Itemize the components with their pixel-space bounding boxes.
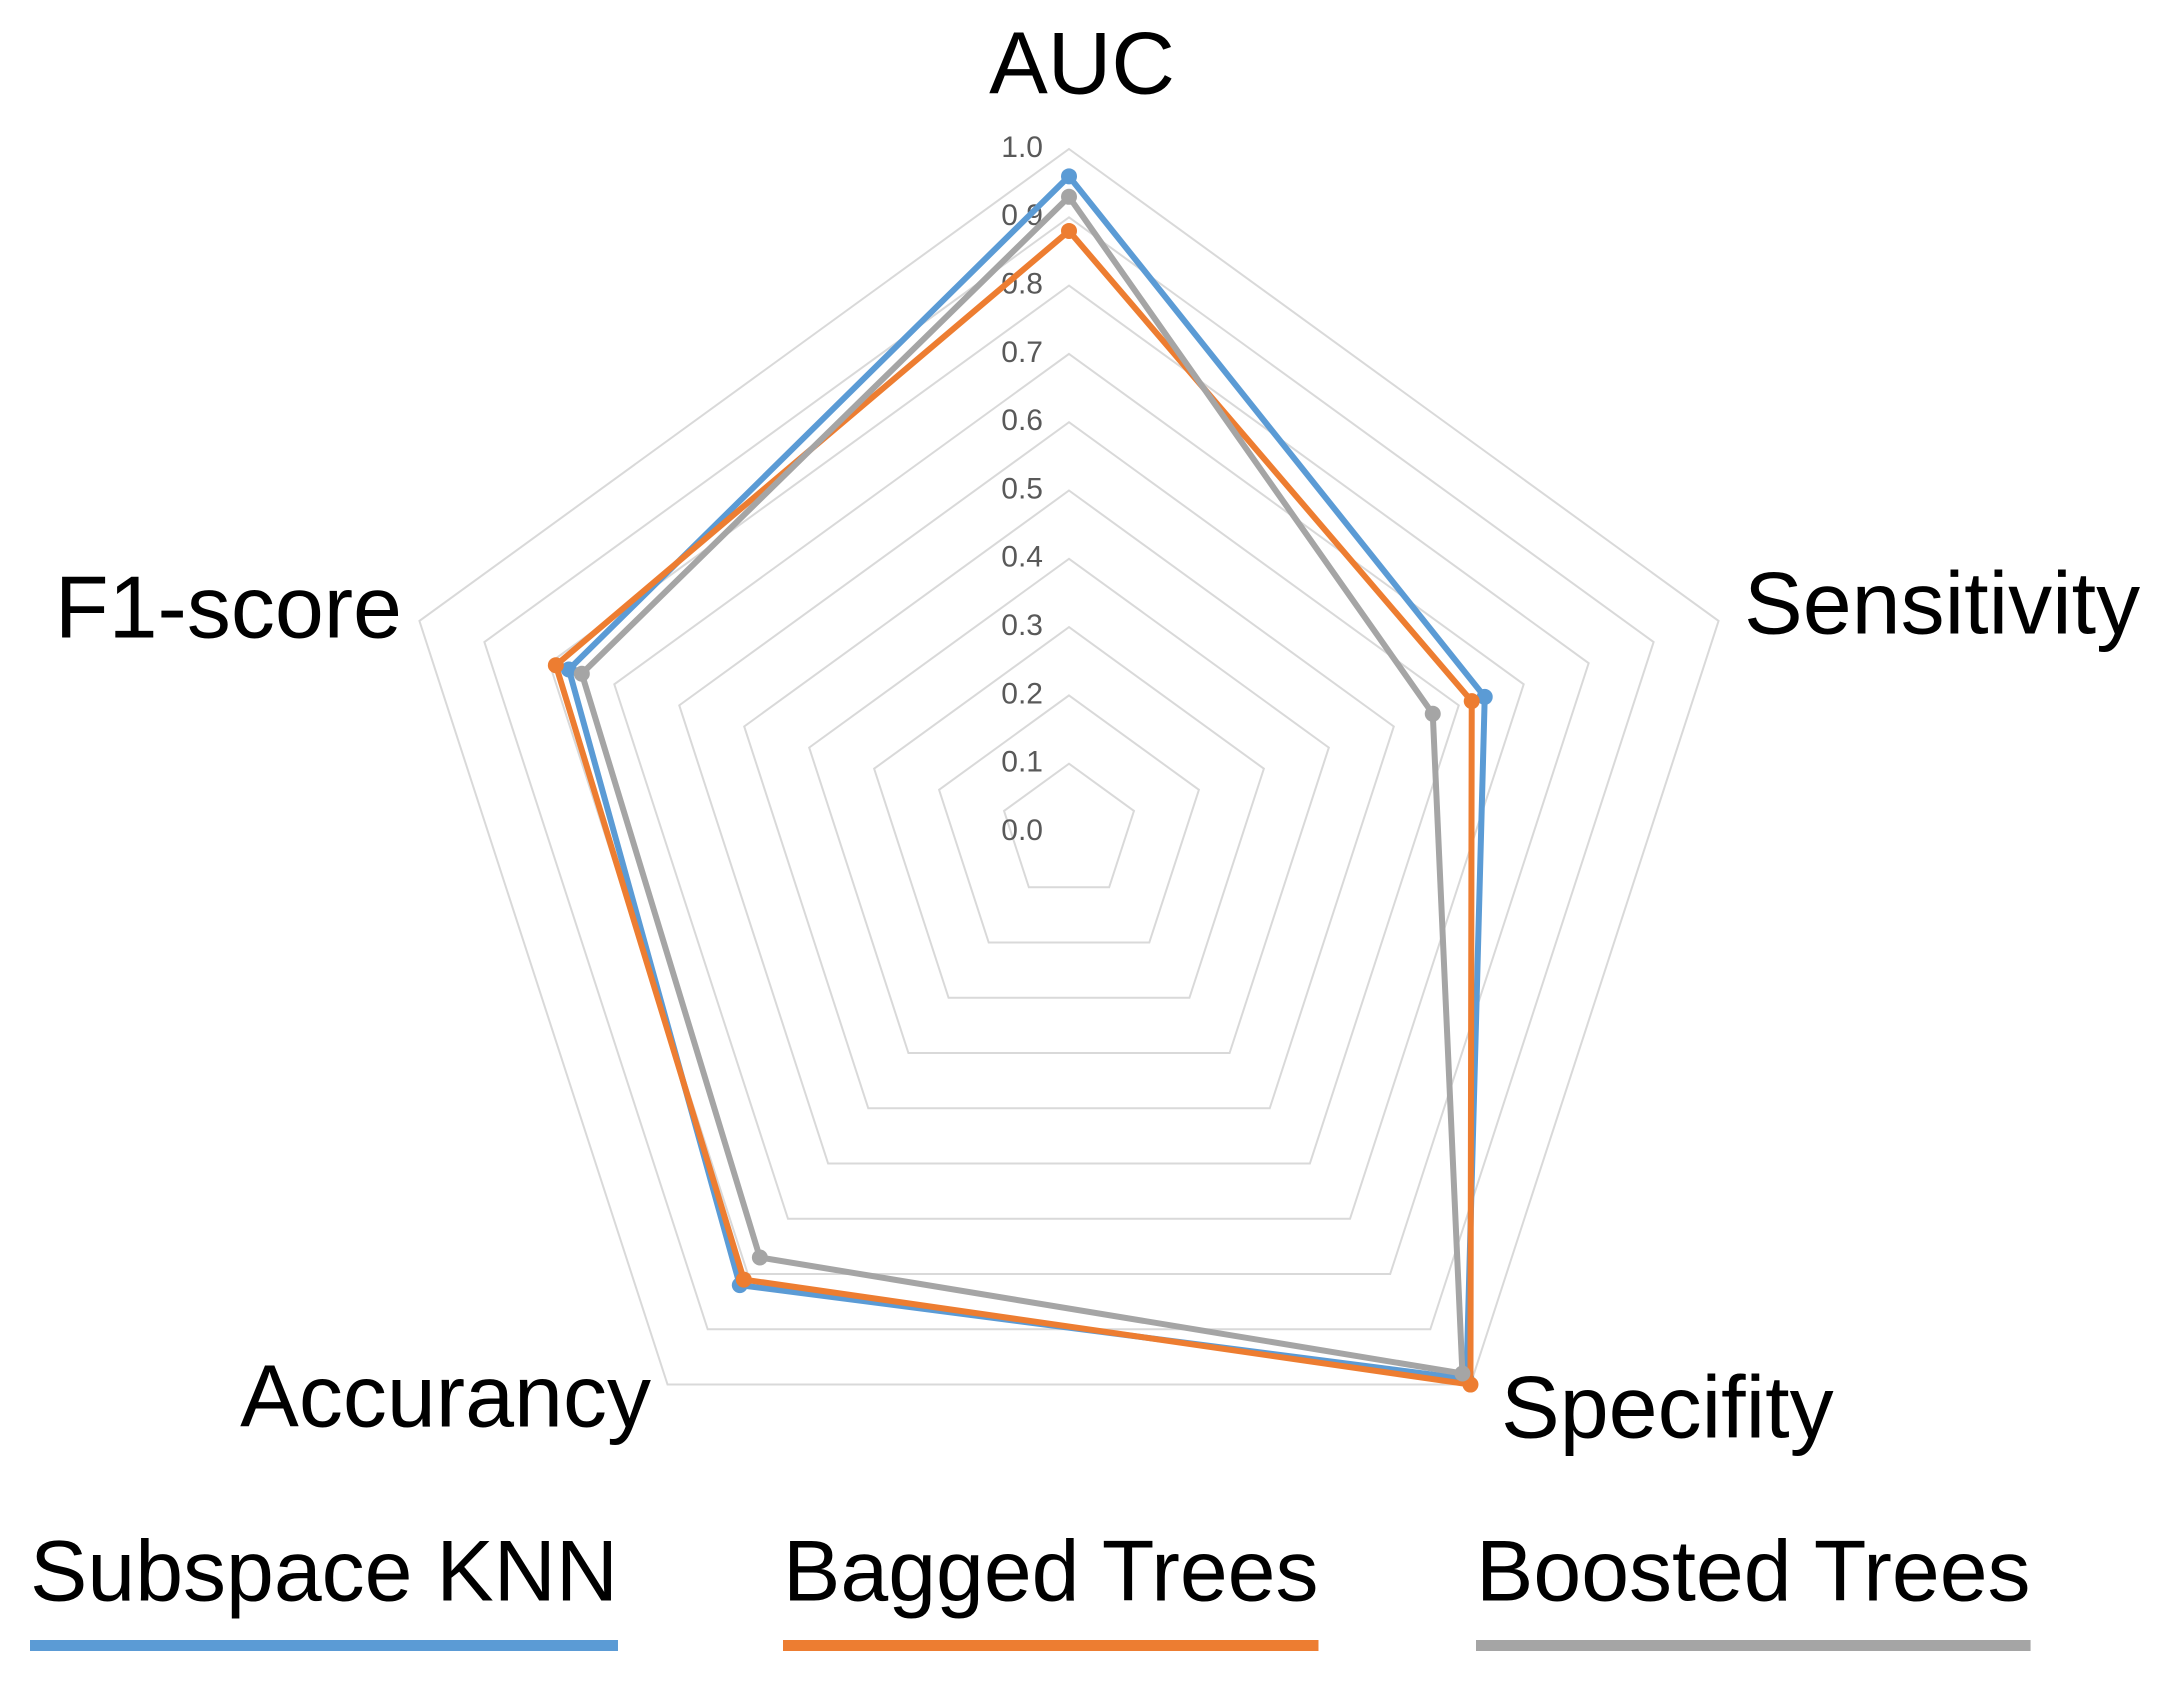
data-point <box>1061 222 1077 239</box>
legend-swatch <box>783 1640 1319 1651</box>
data-point <box>560 661 577 678</box>
r-tick-label: 0.5 <box>1001 472 1043 505</box>
data-point <box>1061 188 1077 205</box>
data-point <box>1463 693 1480 710</box>
legend-label: Boosted Trees <box>1476 1524 2031 1620</box>
r-tick-label: 1.0 <box>1001 131 1043 164</box>
grid-ring <box>613 352 1525 1220</box>
data-point <box>547 657 564 674</box>
axis-label: Specifity <box>1501 1357 1834 1456</box>
r-tick-label: 0.4 <box>1001 541 1043 574</box>
data-point <box>1476 688 1493 705</box>
grid-ring <box>418 147 1720 1386</box>
legend-label: Subspace KNN <box>30 1524 618 1620</box>
data-point <box>1061 168 1077 185</box>
legend-swatch <box>30 1640 618 1651</box>
r-tick-label: 0.7 <box>1001 336 1043 369</box>
r-tick-label: 0.3 <box>1001 609 1043 642</box>
data-point <box>573 665 590 682</box>
grid-ring <box>937 694 1201 944</box>
legend-swatch <box>1476 1640 2031 1651</box>
grid-ring <box>1002 762 1136 889</box>
grid-ring <box>807 557 1331 1055</box>
grid-ring <box>483 216 1655 1331</box>
axis-label: AUC <box>989 13 1175 112</box>
data-point <box>1454 1365 1471 1382</box>
r-tick-label: 0.0 <box>1001 814 1043 847</box>
axis-label: Accurancy <box>240 1346 651 1445</box>
axis-label: Sensitivity <box>1744 553 2140 652</box>
axis-label: F1-score <box>55 557 402 656</box>
grid-ring <box>743 489 1395 1110</box>
data-point <box>1462 1376 1479 1393</box>
r-tick-label: 0.2 <box>1001 677 1043 710</box>
grid-ring <box>872 625 1266 999</box>
legend-label: Bagged Trees <box>783 1524 1318 1620</box>
data-point <box>751 1249 768 1266</box>
data-point <box>1424 705 1441 722</box>
series-line <box>552 227 1475 1388</box>
series-line <box>578 193 1466 1377</box>
data-point <box>735 1271 752 1288</box>
r-tick-label: 0.6 <box>1001 404 1043 437</box>
r-tick-label: 0.1 <box>1001 746 1043 779</box>
